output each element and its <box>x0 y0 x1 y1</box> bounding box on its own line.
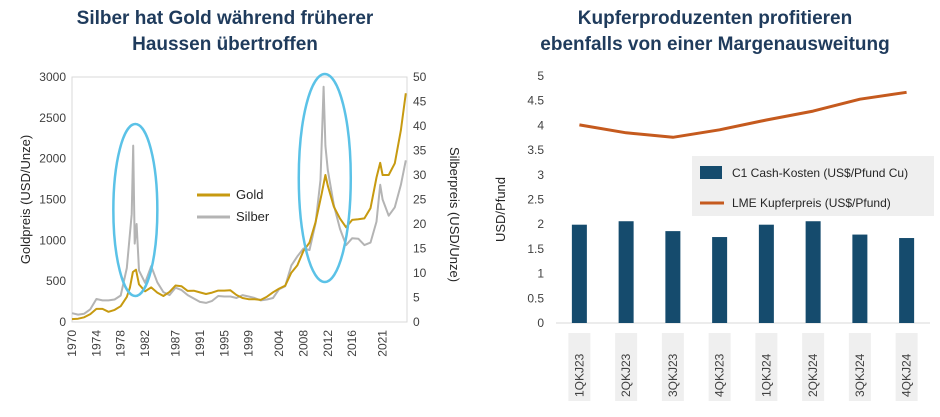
bar-c1-cash-cost <box>571 224 587 323</box>
legend-bar-label: C1 Cash-Kosten (US$/Pfund Cu) <box>732 166 908 180</box>
y2-tick-label: 0 <box>413 315 420 329</box>
highlight-ellipse-2011 <box>297 72 353 284</box>
y2-tick-label: 15 <box>413 242 427 256</box>
y-axis-title: USD/Pfund <box>493 177 508 242</box>
bar-c1-cash-cost <box>852 234 868 323</box>
left-chart-title-line1: Silber hat Gold während früherer <box>76 8 374 29</box>
x-tick-label: 2QKJ23 <box>619 353 633 397</box>
bar-c1-cash-cost <box>665 231 681 323</box>
x-tick-label: 1970 <box>65 330 79 357</box>
x-tick-label: 2016 <box>345 330 359 357</box>
right-chart-title-line2: ebenfalls von einer Margenausweitung <box>540 34 890 55</box>
x-tick-label: 3QKJ23 <box>666 353 680 397</box>
lme-copper-price-line <box>579 90 907 139</box>
x-tick-label-background <box>568 333 591 401</box>
gold-series-line <box>71 93 407 321</box>
y2-tick-label: 45 <box>413 95 427 109</box>
bar-c1-cash-cost <box>805 221 821 323</box>
y-tick-label: 3000 <box>39 70 66 84</box>
right-chart-title-line1: Kupferproduzenten profitieren <box>577 8 853 29</box>
y2-axis-title: Silberpreis (USD/Unze) <box>447 147 462 282</box>
right-chart-title: Kupferproduzenten profitieren ebenfalls … <box>500 6 930 58</box>
x-tick-label-background <box>802 333 825 401</box>
bar-c1-cash-cost <box>758 224 774 323</box>
x-tick-label-background <box>895 333 918 401</box>
legend-bar-swatch <box>700 166 722 179</box>
x-tick-label: 1978 <box>114 330 128 357</box>
bar-c1-cash-cost <box>899 238 915 323</box>
x-tick-label: 3QKJ24 <box>853 353 867 397</box>
x-tick-label: 2021 <box>376 330 390 357</box>
y2-tick-label: 25 <box>413 193 427 207</box>
legend-background <box>692 156 934 216</box>
x-tick-label-background <box>708 333 731 401</box>
y2-tick-label: 50 <box>413 70 427 84</box>
bar-c1-cash-cost <box>712 237 728 323</box>
x-tick-label-background <box>615 333 638 401</box>
highlight-ellipse-1980 <box>112 122 159 298</box>
x-tick-label: 2004 <box>272 330 286 357</box>
y2-tick-label: 40 <box>413 119 427 133</box>
legend-gold-label: Gold <box>236 187 263 202</box>
y-tick-label: 2000 <box>39 152 66 166</box>
x-tick-label-background <box>848 333 871 401</box>
x-tick-label-background <box>755 333 778 401</box>
y-tick-label: 500 <box>46 274 66 288</box>
left-chart-title-line2: Haussen übertroffen <box>132 34 318 55</box>
y-axis-title: Goldpreis (USD/Unze) <box>18 135 33 264</box>
y2-tick-label: 20 <box>413 217 427 231</box>
y-tick-label: 1 <box>537 267 544 281</box>
x-tick-label: 4QKJ23 <box>713 353 727 397</box>
y2-tick-label: 30 <box>413 168 427 182</box>
y-tick-label: 0.5 <box>527 291 544 305</box>
bar-c1-cash-cost <box>618 221 634 323</box>
x-tick-label: 1995 <box>217 330 231 357</box>
y-tick-label: 4 <box>537 118 544 132</box>
y2-tick-label: 35 <box>413 144 427 158</box>
y-tick-label: 1.5 <box>527 242 544 256</box>
legend-line-label: LME Kupferpreis (US$/Pfund) <box>732 196 891 210</box>
x-tick-label: 4QKJ24 <box>900 353 914 397</box>
y2-tick-label: 5 <box>413 291 420 305</box>
y-tick-label: 3.5 <box>527 143 544 157</box>
legend-silver-label: Silber <box>236 209 270 224</box>
y-tick-label: 0 <box>59 315 66 329</box>
y2-tick-label: 10 <box>413 266 427 280</box>
y-tick-label: 1000 <box>39 233 66 247</box>
x-tick-label: 1974 <box>89 330 103 357</box>
y-tick-label: 2500 <box>39 111 66 125</box>
x-tick-label: 2QKJ24 <box>806 353 820 397</box>
gold-silver-chart-panel: Silber hat Gold während früherer Haussen… <box>18 6 462 357</box>
y-tick-label: 2.5 <box>527 193 544 207</box>
x-tick-label: 1987 <box>169 330 183 357</box>
x-tick-label: 2012 <box>321 330 335 357</box>
gold-silver-line-chart: 0 500 1000 1500 2000 2500 3000 0 5 10 15 20 25 30 35 40… <box>18 70 462 357</box>
plot-area-frame <box>71 76 408 323</box>
y-tick-label: 3 <box>537 168 544 182</box>
x-tick-label: 1QKJ23 <box>572 353 586 397</box>
copper-bar-line-chart: 0 0.5 1 1.5 2 2.5 3 3.5 4 4.5 5 USD/Pfund 1QKJ23 2QKJ… <box>493 69 934 401</box>
y-tick-label: 0 <box>537 316 544 330</box>
copper-chart-panel: Kupferproduzenten profitieren ebenfalls … <box>470 0 940 417</box>
left-chart-title: Silber hat Gold während früherer Haussen… <box>60 6 390 58</box>
y-tick-label: 1500 <box>39 193 66 207</box>
x-tick-label-background <box>661 333 684 401</box>
y-tick-label: 5 <box>537 69 544 83</box>
x-tick-label: 1982 <box>138 330 152 357</box>
y-tick-label: 4.5 <box>527 94 544 108</box>
y-tick-label: 2 <box>537 217 544 231</box>
x-tick-label: 2008 <box>296 330 310 357</box>
x-tick-label: 1991 <box>193 330 207 357</box>
x-tick-label: 1999 <box>242 330 256 357</box>
x-tick-label: 1QKJ24 <box>759 353 773 397</box>
